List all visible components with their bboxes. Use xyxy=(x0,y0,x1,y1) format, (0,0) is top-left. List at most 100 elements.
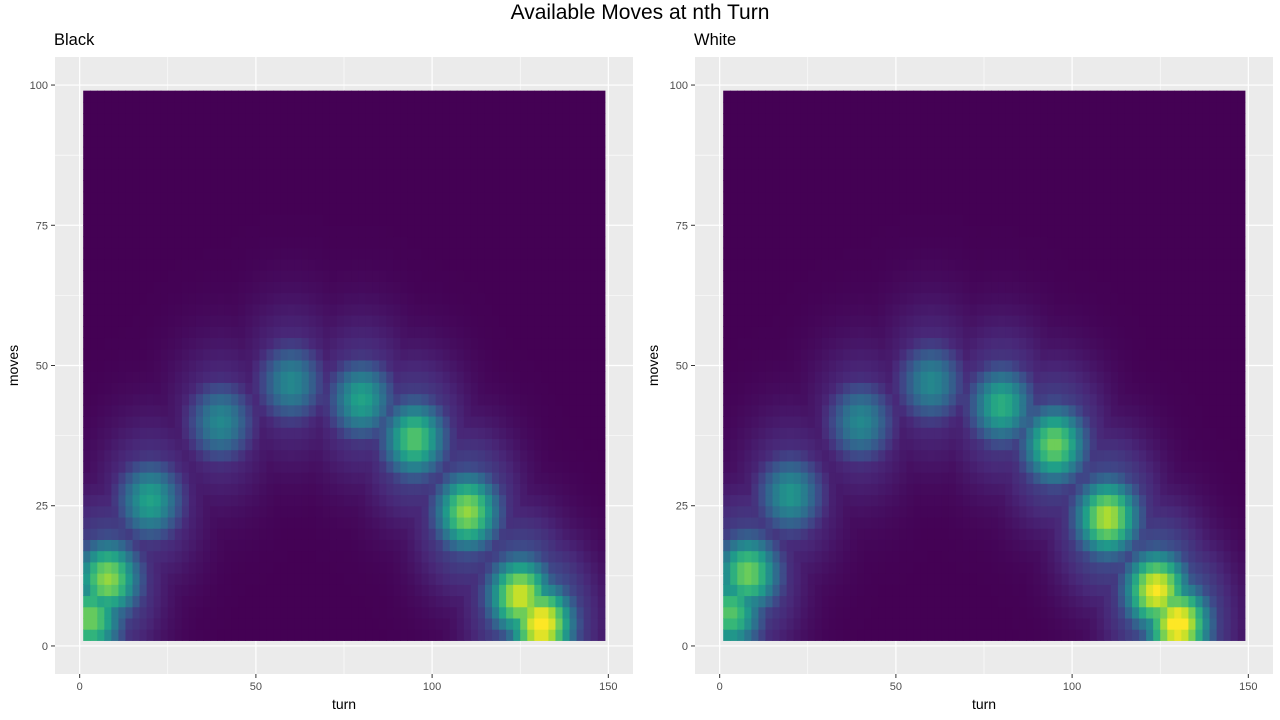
heatmap-cell xyxy=(294,550,303,563)
heatmap-cell xyxy=(435,359,444,372)
heatmap-cell xyxy=(386,236,394,249)
heatmap-cell xyxy=(83,617,91,630)
heatmap-cell xyxy=(857,427,865,440)
heatmap-cell xyxy=(843,617,851,630)
heatmap-cell xyxy=(273,606,282,619)
heatmap-cell xyxy=(400,606,409,619)
heatmap-cell xyxy=(793,214,802,226)
heatmap-cell xyxy=(843,247,851,260)
heatmap-cell xyxy=(252,225,261,238)
heatmap-cell xyxy=(737,359,745,372)
heatmap-cell xyxy=(111,247,120,260)
heatmap-cell xyxy=(499,404,507,417)
heatmap-cell xyxy=(139,494,148,507)
heatmap-cell xyxy=(435,427,444,440)
heatmap-cell xyxy=(238,214,246,226)
heatmap-cell xyxy=(590,415,599,428)
heatmap-cell xyxy=(252,214,261,226)
heatmap-cell xyxy=(814,584,823,597)
heatmap-cell xyxy=(90,225,98,238)
heatmap-cell xyxy=(393,180,401,193)
heatmap-cell xyxy=(569,516,578,529)
heatmap-cell xyxy=(104,247,112,260)
heatmap-cell xyxy=(569,494,578,507)
heatmap-cell xyxy=(534,595,542,608)
heatmap-cell xyxy=(203,427,211,440)
heatmap-cell xyxy=(583,629,592,641)
heatmap-cell xyxy=(414,90,423,103)
heatmap-cell xyxy=(878,146,886,159)
heatmap-cell xyxy=(83,113,91,125)
heatmap-cell xyxy=(280,460,289,473)
heatmap-cell xyxy=(322,348,331,361)
heatmap-cell xyxy=(280,393,289,406)
heatmap-cell xyxy=(477,270,486,282)
heatmap-cell xyxy=(365,101,373,114)
heatmap-cell xyxy=(583,460,592,473)
heatmap-cell xyxy=(238,561,246,574)
heatmap-cell xyxy=(449,113,458,125)
heatmap-cell xyxy=(280,281,289,294)
heatmap-cell xyxy=(435,315,444,327)
heatmap-cell xyxy=(470,415,479,428)
heatmap-cell xyxy=(878,157,886,170)
heatmap-cell xyxy=(421,472,430,484)
heatmap-cell xyxy=(449,584,458,597)
heatmap-cell xyxy=(167,561,176,574)
heatmap-cell xyxy=(153,135,162,148)
heatmap-cell xyxy=(259,180,268,193)
heatmap-cell xyxy=(456,326,465,339)
heatmap-cell xyxy=(456,281,465,294)
heatmap-cell xyxy=(772,191,781,204)
heatmap-cell xyxy=(583,573,592,585)
heatmap-cell xyxy=(351,101,359,114)
heatmap-cell xyxy=(273,449,282,462)
heatmap-cell xyxy=(442,281,451,294)
heatmap-cell xyxy=(765,258,774,271)
heatmap-cell xyxy=(597,629,606,641)
heatmap-cell xyxy=(245,303,253,316)
heatmap-cell xyxy=(513,584,521,597)
heatmap-cell xyxy=(807,315,816,327)
heatmap-cell xyxy=(793,247,802,260)
heatmap-cell xyxy=(758,550,767,563)
heatmap-cell xyxy=(203,258,211,271)
heatmap-cell xyxy=(287,415,296,428)
heatmap-cell xyxy=(118,135,127,148)
heatmap-cell xyxy=(365,528,373,540)
heatmap-cell xyxy=(315,494,324,507)
heatmap-cell xyxy=(428,393,437,406)
heatmap-cell xyxy=(203,157,211,170)
heatmap-cell xyxy=(779,303,788,316)
heatmap-cell xyxy=(379,247,387,260)
heatmap-cell xyxy=(386,202,394,215)
heatmap-cell xyxy=(821,359,830,372)
heatmap-cell xyxy=(245,326,253,339)
heatmap-cell xyxy=(287,113,296,125)
heatmap-cell xyxy=(111,438,120,451)
heatmap-cell xyxy=(758,180,767,193)
heatmap-cell xyxy=(379,113,387,125)
heatmap-cell xyxy=(871,595,879,608)
heatmap-cell xyxy=(90,561,98,574)
heatmap-cell xyxy=(273,303,282,316)
heatmap-cell xyxy=(336,90,345,103)
heatmap-cell xyxy=(492,483,500,496)
heatmap-cell xyxy=(132,460,141,473)
heatmap-cell xyxy=(315,561,324,574)
heatmap-cell xyxy=(372,415,380,428)
heatmap-cell xyxy=(723,281,731,294)
heatmap-cell xyxy=(231,438,239,451)
heatmap-cell xyxy=(562,460,571,473)
heatmap-cell xyxy=(365,617,373,630)
heatmap-cell xyxy=(217,371,225,383)
heatmap-cell xyxy=(195,113,204,125)
heatmap-cell xyxy=(217,348,225,361)
heatmap-cell xyxy=(737,449,745,462)
heatmap-cell xyxy=(548,90,557,103)
heatmap-cell xyxy=(793,382,802,395)
heatmap-cell xyxy=(492,281,500,294)
heatmap-cell xyxy=(492,472,500,484)
heatmap-cell xyxy=(231,292,239,305)
heatmap-cell xyxy=(231,550,239,563)
